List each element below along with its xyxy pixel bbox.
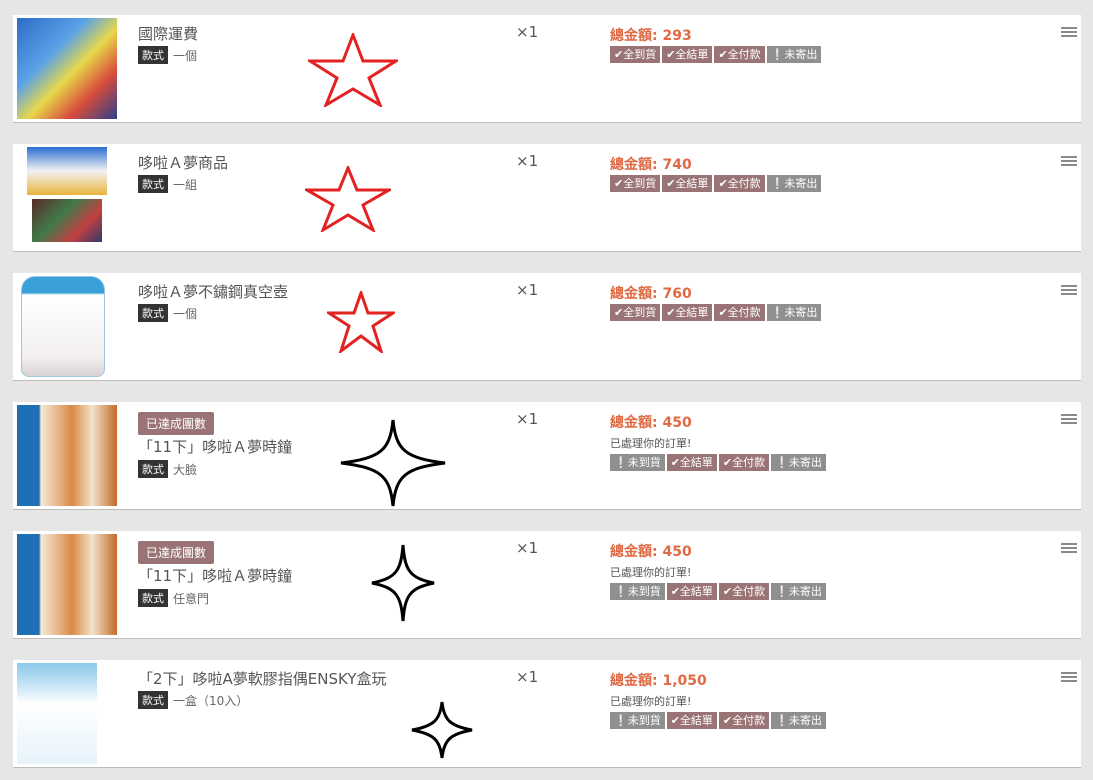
status-badge: ❕未寄出 (771, 583, 826, 600)
black-sparkle-mark (340, 419, 446, 507)
spec-value: 一盒（10入） (173, 693, 249, 708)
product-spec: 款式 一個 (138, 304, 197, 322)
order-note: 已處理你的訂單! (610, 695, 692, 708)
status-badge: ❕未寄出 (766, 175, 822, 192)
status-badges: ❕未到貨 ✔全結單 ✔全付款 ❕未寄出 (610, 454, 826, 471)
order-item-card: 哆啦Ａ夢商品 款式 一組 ×1 總金額: 740 ✔全到貨 ✔全結單 ✔全付款 … (13, 144, 1081, 252)
red-star-mark (305, 166, 391, 232)
product-spec: 款式 大臉 (138, 460, 197, 478)
product-spec: 款式 一盒（10入） (138, 691, 248, 709)
status-badge: ✔全付款 (718, 712, 770, 729)
product-title[interactable]: 「2下」哆啦A夢軟膠指偶ENSKY盒玩 (138, 670, 387, 688)
total-amount: 總金額: 450 (610, 415, 692, 431)
status-badges: ❕未到貨 ✔全結單 ✔全付款 ❕未寄出 (610, 583, 826, 600)
group-reached-badge: 已達成團數 (138, 541, 215, 564)
quantity: ×1 (516, 23, 539, 41)
spec-label: 款式 (138, 460, 168, 478)
total-amount: 總金額: 450 (610, 544, 692, 560)
product-title[interactable]: 「11下」哆啦Ａ夢時鐘 (138, 567, 293, 585)
product-title[interactable]: 「11下」哆啦Ａ夢時鐘 (138, 438, 293, 456)
status-badge: ✔全結單 (666, 712, 717, 729)
product-title[interactable]: 國際運費 (138, 25, 199, 43)
list-menu-icon[interactable] (1061, 285, 1077, 299)
spec-label: 款式 (138, 304, 168, 322)
order-item-card: 已達成團數 「11下」哆啦Ａ夢時鐘 款式 任意門 ×1 總金額: 450 已處理… (13, 531, 1081, 639)
product-thumbnail[interactable] (17, 276, 117, 377)
product-title[interactable]: 哆啦Ａ夢商品 (138, 154, 229, 172)
red-star-mark (327, 291, 395, 353)
list-menu-icon[interactable] (1061, 414, 1077, 428)
status-badge: ❕未寄出 (766, 46, 822, 63)
status-badge: ✔全到貨 (610, 175, 661, 192)
spec-label: 款式 (138, 46, 168, 64)
product-spec: 款式 一組 (138, 175, 197, 193)
status-badge: ✔全到貨 (610, 46, 661, 63)
list-menu-icon[interactable] (1061, 543, 1077, 557)
order-item-card: 國際運費 款式 一個 ×1 總金額: 293 ✔全到貨 ✔全結單 ✔全付款 ❕未… (13, 15, 1081, 123)
total-amount: 總金額: 1,050 (610, 673, 707, 689)
product-thumbnail[interactable] (17, 147, 117, 248)
status-badge: ✔全結單 (666, 454, 717, 471)
quantity: ×1 (516, 539, 539, 557)
status-badge: ✔全結單 (662, 175, 713, 192)
spec-label: 款式 (138, 589, 168, 607)
quantity: ×1 (516, 668, 539, 686)
quantity: ×1 (516, 152, 539, 170)
status-badge: ✔全到貨 (610, 304, 661, 321)
group-reached-badge: 已達成團數 (138, 412, 215, 435)
product-thumbnail[interactable] (17, 663, 117, 764)
status-badge: ❕未到貨 (610, 583, 665, 600)
status-badge: ❕未寄出 (771, 712, 826, 729)
spec-value: 一個 (173, 48, 198, 63)
order-item-card: 已達成團數 「11下」哆啦Ａ夢時鐘 款式 大臉 ×1 總金額: 450 已處理你… (13, 402, 1081, 510)
red-star-mark (308, 33, 398, 107)
list-menu-icon[interactable] (1061, 27, 1077, 41)
status-badge: ✔全結單 (662, 304, 713, 321)
status-badges: ✔全到貨 ✔全結單 ✔全付款 ❕未寄出 (610, 46, 822, 63)
status-badge: ❕未寄出 (766, 304, 822, 321)
product-thumbnail[interactable] (17, 405, 117, 506)
order-note: 已處理你的訂單! (610, 437, 692, 450)
status-badge: ✔全付款 (714, 304, 765, 321)
spec-label: 款式 (138, 691, 168, 709)
product-spec: 款式 任意門 (138, 589, 209, 607)
status-badges: ✔全到貨 ✔全結單 ✔全付款 ❕未寄出 (610, 304, 822, 321)
product-spec: 款式 一個 (138, 46, 197, 64)
status-badge: ✔全付款 (718, 583, 770, 600)
status-badge: ❕未寄出 (771, 454, 826, 471)
product-thumbnail[interactable] (17, 18, 117, 119)
list-menu-icon[interactable] (1061, 156, 1077, 170)
total-amount: 總金額: 740 (610, 157, 692, 173)
quantity: ×1 (516, 410, 539, 428)
order-note: 已處理你的訂單! (610, 566, 692, 579)
status-badge: ✔全結單 (662, 46, 713, 63)
status-badge: ❕未到貨 (610, 454, 665, 471)
status-badge: ✔全付款 (718, 454, 770, 471)
status-badge: ❕未到貨 (610, 712, 665, 729)
spec-label: 款式 (138, 175, 168, 193)
black-sparkle-mark (411, 701, 473, 759)
status-badges: ❕未到貨 ✔全結單 ✔全付款 ❕未寄出 (610, 712, 826, 729)
product-title[interactable]: 哆啦Ａ夢不鏽鋼真空壺 (138, 283, 289, 301)
status-badges: ✔全到貨 ✔全結單 ✔全付款 ❕未寄出 (610, 175, 822, 192)
status-badge: ✔全付款 (714, 175, 765, 192)
spec-value: 大臉 (173, 462, 198, 477)
total-amount: 總金額: 293 (610, 28, 692, 44)
spec-value: 一個 (173, 306, 198, 321)
status-badge: ✔全結單 (666, 583, 717, 600)
spec-value: 一組 (173, 177, 198, 192)
order-item-card: 哆啦Ａ夢不鏽鋼真空壺 款式 一個 ×1 總金額: 760 ✔全到貨 ✔全結單 ✔… (13, 273, 1081, 381)
list-menu-icon[interactable] (1061, 672, 1077, 686)
status-badge: ✔全付款 (714, 46, 765, 63)
black-sparkle-mark (371, 544, 435, 622)
product-thumbnail[interactable] (17, 534, 117, 635)
total-amount: 總金額: 760 (610, 286, 692, 302)
quantity: ×1 (516, 281, 539, 299)
order-item-card: 「2下」哆啦A夢軟膠指偶ENSKY盒玩 款式 一盒（10入） ×1 總金額: 1… (13, 660, 1081, 768)
spec-value: 任意門 (173, 591, 210, 606)
